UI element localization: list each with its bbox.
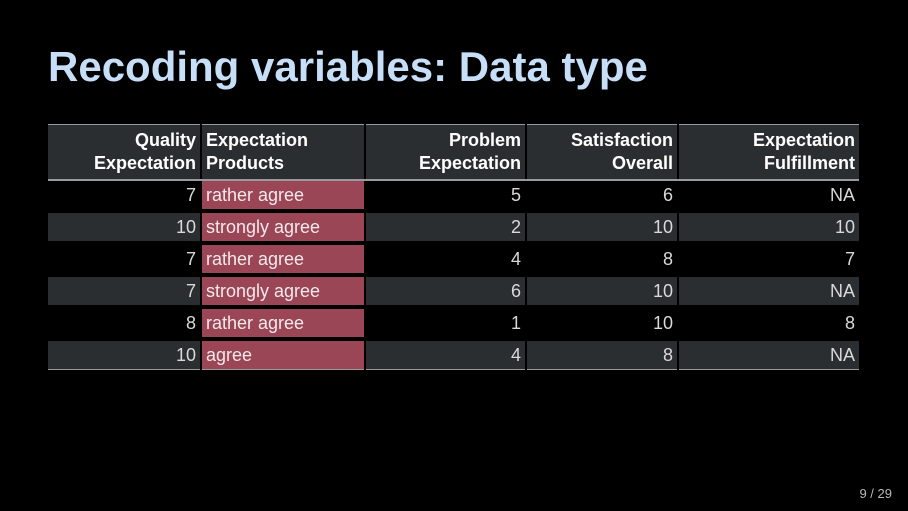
header-line: Problem bbox=[448, 130, 521, 150]
header-line: Expectation bbox=[206, 130, 309, 150]
slide-title: Recoding variables: Data type bbox=[48, 43, 648, 90]
table-cell: 10 bbox=[525, 275, 679, 309]
header-row: Quality Expectation Expectation Products… bbox=[48, 124, 859, 181]
table-cell: 6 bbox=[525, 180, 679, 213]
table-cell: NA bbox=[677, 180, 859, 213]
header-line: Quality bbox=[134, 130, 196, 150]
table-cell: 10 bbox=[48, 339, 202, 370]
header-problem-expectation: Problem Expectation bbox=[364, 124, 527, 181]
table-row: 10 agree 4 8 NA bbox=[48, 339, 859, 370]
header-line: Expectation bbox=[418, 153, 521, 173]
header-line: Fulfillment bbox=[764, 153, 855, 173]
table-body: 7 rather agree 5 6 NA 10 strongly agree … bbox=[48, 180, 859, 370]
table-cell-highlighted: strongly agree bbox=[200, 275, 366, 309]
table-cell: 7 bbox=[48, 243, 202, 277]
table-cell: 8 bbox=[525, 243, 679, 277]
table-header: Quality Expectation Expectation Products… bbox=[48, 124, 859, 181]
table-cell: 1 bbox=[364, 307, 527, 341]
header-satisfaction-overall: Satisfaction Overall bbox=[525, 124, 679, 181]
table-cell: 7 bbox=[48, 275, 202, 309]
header-line: Satisfaction bbox=[570, 130, 673, 150]
header-line: Expectation bbox=[93, 153, 196, 173]
table-cell: 6 bbox=[364, 275, 527, 309]
table-cell: 8 bbox=[525, 339, 679, 370]
table-row: 8 rather agree 1 10 8 bbox=[48, 307, 859, 341]
table-cell: NA bbox=[677, 339, 859, 370]
table-cell: 10 bbox=[48, 211, 202, 245]
table-cell: 7 bbox=[48, 180, 202, 213]
table-cell: 7 bbox=[677, 243, 859, 277]
table-cell: 10 bbox=[525, 211, 679, 245]
table-cell-highlighted: rather agree bbox=[200, 307, 366, 341]
page-number: 9 / 29 bbox=[859, 486, 892, 501]
table-cell: NA bbox=[677, 275, 859, 309]
table-cell-highlighted: agree bbox=[200, 339, 366, 370]
table-cell: 8 bbox=[677, 307, 859, 341]
header-expectation-products: Expectation Products bbox=[200, 124, 366, 181]
table-row: 10 strongly agree 2 10 10 bbox=[48, 211, 859, 245]
header-quality-expectation: Quality Expectation bbox=[48, 124, 202, 181]
table-cell: 5 bbox=[364, 180, 527, 213]
table-cell: 4 bbox=[364, 339, 527, 370]
table-cell-highlighted: rather agree bbox=[200, 180, 366, 213]
header-line: Overall bbox=[611, 153, 673, 173]
table-row: 7 strongly agree 6 10 NA bbox=[48, 275, 859, 309]
table-row: 7 rather agree 4 8 7 bbox=[48, 243, 859, 277]
table-cell: 10 bbox=[525, 307, 679, 341]
table-cell: 4 bbox=[364, 243, 527, 277]
header-line: Products bbox=[206, 153, 285, 173]
table-cell: 2 bbox=[364, 211, 527, 245]
header-expectation-fulfillment: Expectation Fulfillment bbox=[677, 124, 859, 181]
data-table: Quality Expectation Expectation Products… bbox=[48, 124, 859, 370]
header-line: Expectation bbox=[752, 130, 855, 150]
table-row: 7 rather agree 5 6 NA bbox=[48, 180, 859, 213]
table-cell: 10 bbox=[677, 211, 859, 245]
table-cell-highlighted: rather agree bbox=[200, 243, 366, 277]
table-cell-highlighted: strongly agree bbox=[200, 211, 366, 245]
table-cell: 8 bbox=[48, 307, 202, 341]
